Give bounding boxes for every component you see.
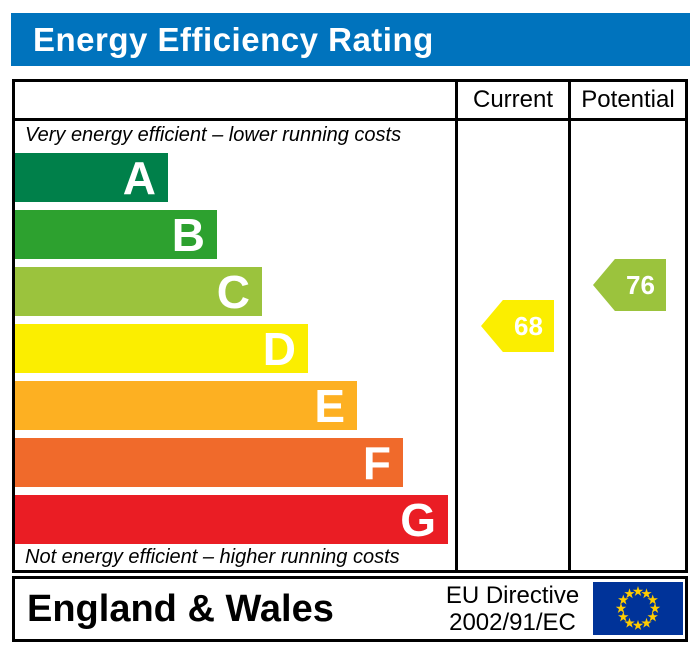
potential-rating-value: 76 [626, 269, 655, 300]
band-row-g: G [15, 494, 448, 546]
current-rating-arrow: 68 [481, 300, 554, 352]
band-row-f: F [15, 437, 403, 489]
potential-column-header: Potential [581, 86, 675, 113]
current-column-header: Current [472, 86, 554, 113]
band-letter-d: D [262, 323, 296, 375]
band-letter-c: C [216, 266, 250, 318]
eu-directive-line2: 2002/91/EC [449, 609, 576, 636]
band-row-c: C [15, 266, 262, 318]
eu-directive-line1: EU Directive [445, 582, 580, 609]
band-letter-a: A [122, 152, 156, 204]
band-row-e: E [15, 380, 357, 432]
band-letter-g: G [400, 494, 436, 546]
band-row-a: A [15, 152, 168, 204]
eu-directive-label: EU Directive 2002/91/EC [440, 582, 585, 636]
page-title: Energy Efficiency Rating [33, 20, 434, 58]
current-rating-value: 68 [514, 310, 543, 341]
rating-chart: Current Potential Very energy efficient … [12, 79, 688, 573]
potential-column-divider [568, 82, 571, 570]
band-letter-f: F [362, 437, 391, 489]
potential-rating-arrow: 76 [593, 259, 666, 311]
band-letter-e: E [314, 380, 345, 432]
top-note: Very energy efficient – lower running co… [25, 124, 402, 146]
footer-bar: England & Wales EU Directive 2002/91/EC [12, 576, 688, 642]
title-bar: Energy Efficiency Rating [11, 13, 690, 66]
eu-flag-icon [593, 582, 683, 635]
bottom-note: Not energy efficient – higher running co… [25, 546, 400, 568]
band-row-b: B [15, 209, 217, 261]
band-letter-b: B [171, 209, 205, 261]
region-label: England & Wales [27, 588, 334, 630]
column-header-row: Current Potential [15, 82, 685, 121]
band-row-d: D [15, 323, 308, 375]
current-column-divider [455, 82, 458, 570]
